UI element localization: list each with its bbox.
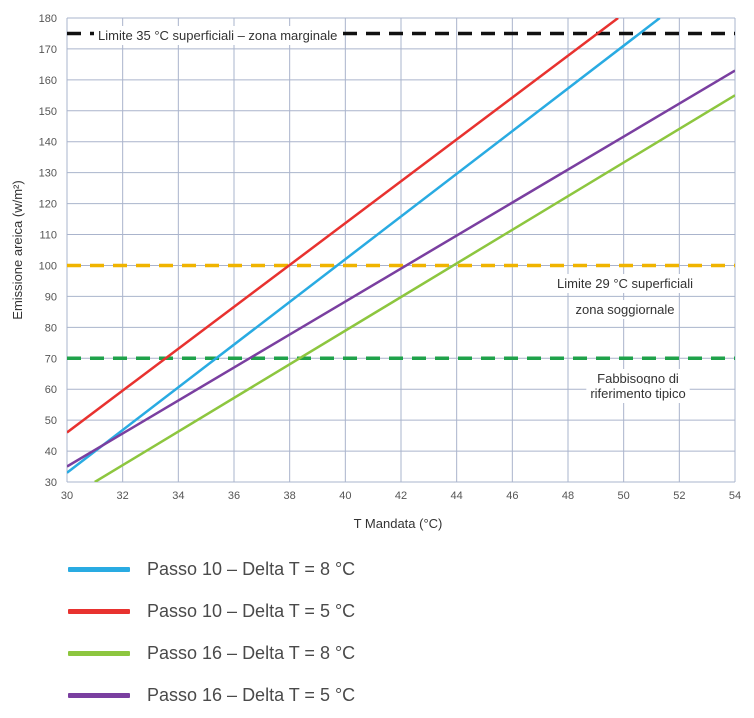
- reference-label-bg: [94, 26, 342, 45]
- legend-swatch: [68, 651, 130, 656]
- reference-label-bg: [553, 274, 698, 293]
- reference-label: Fabbisogno di: [597, 371, 679, 386]
- y-tick-label: 150: [39, 106, 57, 118]
- y-tick-label: 50: [45, 415, 57, 427]
- reference-label-bg: [593, 369, 683, 388]
- x-tick-label: 38: [284, 490, 296, 502]
- series-line: [67, 69, 735, 468]
- legend-item: Passo 16 – Delta T = 8 °C: [68, 634, 355, 673]
- series-line: [67, 18, 661, 474]
- legend-swatch: [68, 567, 130, 572]
- reference-label-bg: [586, 384, 690, 403]
- y-tick-label: 110: [39, 230, 57, 242]
- legend-label: Passo 10 – Delta T = 8 °C: [147, 559, 356, 579]
- series-line: [67, 18, 619, 434]
- y-tick-label: 90: [45, 291, 57, 303]
- y-tick-label: 140: [39, 137, 57, 149]
- y-tick-label: 170: [39, 44, 57, 56]
- x-tick-label: 30: [61, 490, 73, 502]
- x-tick-label: 40: [339, 490, 351, 502]
- legend-item: Passo 16 – Delta T = 5 °C: [68, 676, 355, 715]
- x-tick-label: 42: [395, 490, 407, 502]
- legend-swatch: [68, 693, 130, 698]
- emission-chart: Limite 35 °C superficiali – zona margina…: [10, 13, 741, 531]
- series-line: [94, 94, 735, 482]
- x-tick-label: 34: [172, 490, 184, 502]
- x-tick-label: 54: [729, 490, 741, 502]
- reference-label-bg: [571, 300, 679, 319]
- x-tick-label: 44: [451, 490, 463, 502]
- x-tick-label: 52: [673, 490, 685, 502]
- reference-label: zona soggiornale: [575, 302, 674, 317]
- y-tick-label: 40: [45, 446, 57, 458]
- reference-annotations: Limite 35 °C superficiali – zona margina…: [94, 26, 698, 403]
- legend-item: Passo 10 – Delta T = 8 °C: [68, 550, 355, 589]
- y-tick-label: 80: [45, 322, 57, 334]
- reference-label: Limite 35 °C superficiali – zona margina…: [98, 28, 337, 43]
- chart-legend: Passo 10 – Delta T = 8 °C Passo 10 – Del…: [68, 550, 355, 718]
- y-tick-label: 160: [39, 75, 57, 87]
- reference-lines: [67, 31, 735, 361]
- legend-item: Passo 10 – Delta T = 5 °C: [68, 592, 355, 631]
- x-tick-label: 48: [562, 490, 574, 502]
- x-tick-label: 32: [117, 490, 129, 502]
- x-tick-label: 46: [506, 490, 518, 502]
- y-tick-label: 30: [45, 477, 57, 489]
- axis-ticks: 30 32 34 36 38 40 42 44 46 48 50 52 54 30 40 50 60 70 80 90…: [39, 13, 741, 502]
- y-tick-label: 130: [39, 168, 57, 180]
- legend-label: Passo 16 – Delta T = 5 °C: [147, 685, 356, 705]
- legend-label: Passo 10 – Delta T = 5 °C: [147, 601, 356, 621]
- y-tick-label: 100: [39, 260, 57, 272]
- x-tick-label: 50: [618, 490, 630, 502]
- x-tick-label: 36: [228, 490, 240, 502]
- reference-label: riferimento tipico: [590, 386, 685, 401]
- legend-swatch: [68, 609, 130, 614]
- reference-label: Limite 29 °C superficiali: [557, 276, 693, 291]
- y-tick-label: 180: [39, 13, 57, 25]
- y-tick-label: 60: [45, 384, 57, 396]
- legend-label: Passo 16 – Delta T = 8 °C: [147, 643, 356, 663]
- x-axis-label: T Mandata (°C): [354, 516, 443, 531]
- y-axis-label: Emissione areica (w/m²): [10, 180, 25, 319]
- y-tick-label: 120: [39, 199, 57, 211]
- y-tick-label: 70: [45, 353, 57, 365]
- chart-grid: [66, 17, 736, 483]
- chart-series: [67, 18, 735, 482]
